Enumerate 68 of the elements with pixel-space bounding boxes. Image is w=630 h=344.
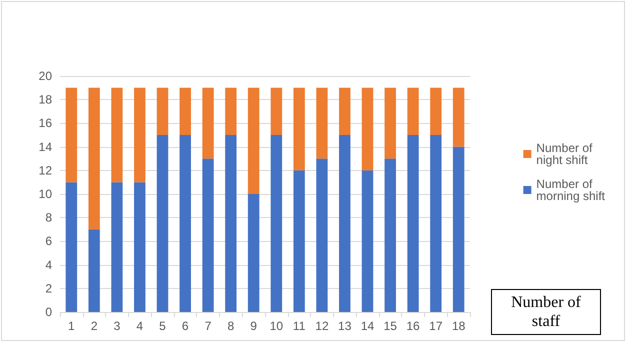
bar [384,88,396,159]
bar [202,88,214,159]
x-tick-label: 12 [315,319,329,333]
x-tick-label: 8 [227,319,234,333]
x-tick-label: 18 [452,319,466,333]
bar [134,88,146,182]
bar [293,170,305,312]
bar [156,135,168,312]
x-tick-label: 13 [338,319,352,333]
x-tick-label: 1 [68,319,76,333]
bar [407,135,419,312]
bar [270,135,282,312]
bar [111,182,123,312]
bar [248,88,260,194]
bar [180,135,191,312]
bar [248,194,260,312]
legend-label: Number of night shift [536,141,596,167]
bar [407,88,419,135]
x-tick-label: 15 [384,319,398,333]
bar [316,158,328,312]
x-tick-label: 7 [204,319,212,333]
x-tick-label: 14 [360,319,374,333]
bar [362,170,374,312]
x-tick-label: 5 [159,319,166,333]
y-tick-label: 10 [38,187,52,201]
legend-label: Number of morning shift [536,177,606,203]
bar [270,88,282,135]
x-tick-label: 3 [114,319,121,333]
bar [202,158,214,312]
bar [111,88,123,182]
bar [339,88,350,135]
x-tick-label: 4 [136,319,144,333]
bar [88,229,100,312]
text: Number of staff [491,289,601,335]
bar [134,182,146,312]
bar [88,88,100,230]
x-tick-label: 6 [182,319,189,333]
y-tick-label: 8 [45,210,52,225]
bar [452,88,464,147]
bar [225,88,237,135]
bar [225,135,237,312]
y-tick-label: 0 [45,305,52,319]
bar [66,88,78,182]
bar [316,88,328,159]
y-tick-label: 16 [38,116,52,130]
bar [452,146,464,312]
x-tick-label: 11 [292,319,306,333]
y-tick-label: 12 [38,163,52,178]
y-tick-label: 4 [45,258,52,272]
y-tick-label: 20 [38,69,52,83]
bar [362,88,374,170]
x-tick-label: 17 [429,319,443,333]
bar [430,135,442,312]
bar [66,182,78,312]
bar [180,88,191,135]
y-tick-label: 18 [38,92,52,107]
bar [293,88,305,170]
y-tick-label: 6 [45,234,52,248]
bar [156,88,168,135]
x-tick-label: 16 [406,319,420,333]
bar [430,88,442,135]
x-tick-label: 2 [90,319,98,333]
x-tick-label: 10 [270,319,284,333]
bar [339,135,350,312]
y-tick-label: 2 [45,281,52,296]
x-tick-label: 9 [250,319,258,333]
bar [384,158,396,312]
y-tick-label: 14 [38,140,52,154]
